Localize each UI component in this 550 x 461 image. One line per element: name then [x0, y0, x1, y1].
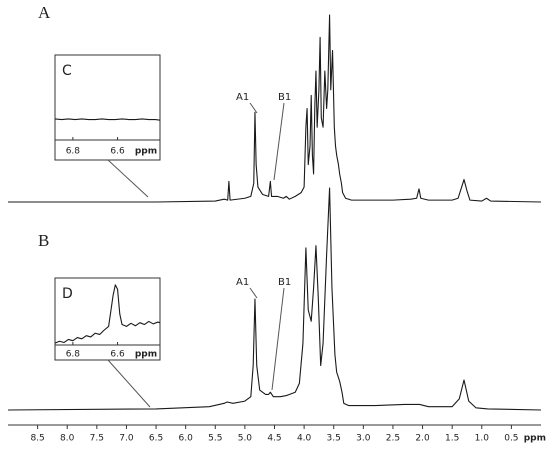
leader-line: [107, 359, 151, 408]
peak-label: B1: [278, 92, 291, 103]
leader-line: [107, 159, 149, 198]
x-tick-label: 2.5: [386, 434, 400, 444]
x-tick-label: 0.5: [504, 434, 518, 444]
inset-label: C: [62, 63, 72, 79]
x-tick-label: 6.6: [110, 147, 125, 157]
x-tick-label: 8.0: [60, 434, 75, 444]
x-tick-label: 5.5: [208, 434, 222, 444]
x-tick-label: 4.0: [297, 434, 312, 444]
x-tick-label: 1.5: [445, 434, 459, 444]
x-tick-label: 4.5: [267, 434, 281, 444]
inset-box: [54, 277, 161, 361]
x-tick-label: 5.0: [238, 434, 253, 444]
leader-line: [273, 102, 285, 181]
inset-label: D: [62, 286, 73, 302]
x-axis-label: ppm: [524, 434, 546, 444]
x-tick-label: 6.8: [66, 350, 81, 360]
spectrum: [54, 284, 161, 344]
x-tick-label: 7.0: [119, 434, 134, 444]
leader-line: [249, 102, 258, 114]
x-tick-label: 6.0: [179, 434, 194, 444]
panel-label: B: [38, 231, 49, 250]
x-tick-label: 1.0: [475, 434, 490, 444]
peak-label: B1: [278, 277, 291, 288]
x-tick-label: 2.0: [415, 434, 430, 444]
peak-label: A1: [236, 277, 249, 288]
leader-line: [249, 287, 258, 299]
x-tick-label: 3.5: [327, 434, 341, 444]
spectrum: [8, 14, 542, 203]
peak-label: A1: [236, 92, 249, 103]
x-tick-label: 6.6: [110, 350, 125, 360]
x-tick-label: 6.5: [149, 434, 163, 444]
leader-line: [271, 287, 285, 391]
x-tick-label: 6.8: [66, 147, 81, 157]
x-tick-label: 8.5: [30, 434, 44, 444]
x-tick-label: 3.0: [356, 434, 371, 444]
x-axis-label: ppm: [135, 350, 157, 360]
spectrum: [7, 187, 542, 411]
x-axis-label: ppm: [135, 147, 157, 157]
x-tick-label: 7.5: [90, 434, 104, 444]
inset-box: [54, 54, 161, 161]
spectrum: [54, 118, 161, 121]
panel-label: A: [38, 3, 51, 22]
